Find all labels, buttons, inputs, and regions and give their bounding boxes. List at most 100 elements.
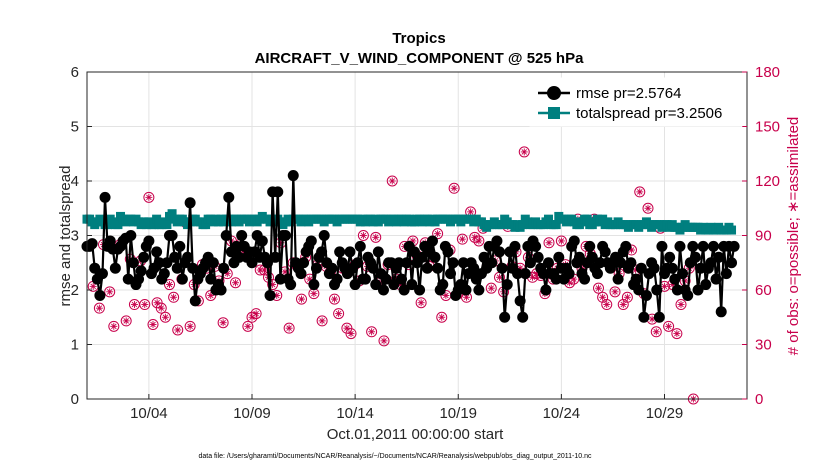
obs-possible-marker bbox=[147, 319, 159, 331]
rmse-point bbox=[274, 273, 286, 285]
totalspread-point bbox=[497, 220, 507, 230]
rmse-point bbox=[310, 262, 322, 274]
totalspread-point bbox=[598, 214, 608, 224]
obs-assimilated-marker bbox=[166, 281, 173, 288]
rmse-point bbox=[94, 289, 106, 301]
obs-possible-marker bbox=[172, 324, 184, 336]
rmse-point bbox=[236, 230, 248, 241]
rmse-point bbox=[151, 246, 163, 258]
obs-count-point bbox=[329, 293, 340, 305]
rmse-point bbox=[246, 257, 258, 269]
rmse-point bbox=[166, 230, 178, 241]
rmse-point bbox=[125, 230, 137, 241]
obs-count-point bbox=[139, 299, 151, 311]
rmse-point bbox=[89, 262, 101, 274]
totalspread-point bbox=[727, 225, 737, 235]
obs-possible-marker bbox=[485, 282, 497, 294]
rmse-point bbox=[171, 262, 183, 274]
rmse-point bbox=[445, 268, 457, 280]
rmse-point bbox=[269, 251, 281, 263]
rmse-point bbox=[720, 268, 732, 280]
obs-possible-marker bbox=[642, 202, 654, 214]
rmse-point bbox=[584, 240, 596, 252]
rmse-point bbox=[697, 240, 709, 252]
x-tick-label: 10/09 bbox=[233, 405, 271, 422]
obs-assimilated-marker bbox=[570, 276, 577, 282]
obs-assimilated-marker bbox=[443, 292, 449, 299]
rmse-point bbox=[272, 186, 284, 198]
totalspread-point bbox=[551, 220, 561, 230]
obs-possible-marker bbox=[341, 322, 353, 334]
chart-title: Tropics bbox=[392, 30, 445, 47]
obs-assimilated-marker bbox=[96, 305, 103, 311]
rmse-point bbox=[308, 279, 320, 291]
rmse-point bbox=[669, 273, 681, 285]
obs-assimilated-marker bbox=[224, 270, 231, 277]
obs-assimilated-marker bbox=[170, 294, 177, 301]
rmse-point bbox=[261, 257, 273, 269]
obs-assimilated-marker bbox=[335, 310, 342, 317]
obs-assimilated-marker bbox=[451, 185, 457, 192]
rmse-point bbox=[331, 273, 343, 285]
rmse-point bbox=[550, 273, 562, 285]
rmse-point bbox=[635, 262, 647, 274]
obs-possible-marker bbox=[436, 311, 448, 323]
obs-count-point bbox=[378, 335, 390, 347]
rmse-point bbox=[316, 246, 328, 258]
obs-count-point bbox=[555, 235, 567, 247]
rmse-point bbox=[416, 251, 428, 263]
rmse-point bbox=[664, 251, 676, 263]
obs-assimilated-marker bbox=[220, 319, 226, 326]
obs-assimilated-marker bbox=[131, 301, 138, 308]
rmse-point bbox=[99, 191, 111, 203]
obs-assimilated-marker bbox=[261, 267, 268, 273]
obs-assimilated-marker bbox=[603, 301, 610, 308]
obs-assimilated-marker bbox=[111, 323, 117, 330]
obs-assimilated-marker bbox=[674, 330, 680, 337]
obs-count-point bbox=[663, 320, 675, 332]
obs-possible-marker bbox=[168, 291, 180, 303]
rmse-point bbox=[256, 235, 268, 247]
rmse-point bbox=[122, 273, 134, 285]
obs-possible-marker bbox=[104, 286, 116, 298]
rmse-point bbox=[509, 240, 521, 252]
rmse-point bbox=[158, 268, 170, 280]
obs-assimilated-marker bbox=[636, 189, 643, 195]
rmse-point bbox=[388, 279, 400, 291]
obs-possible-marker bbox=[139, 299, 151, 311]
obs-assimilated-marker bbox=[360, 232, 367, 239]
obs-count-point bbox=[650, 326, 662, 338]
x-tick-label: 10/24 bbox=[543, 405, 581, 422]
rmse-point bbox=[372, 246, 384, 258]
rmse-point bbox=[540, 284, 552, 296]
rmse-point bbox=[579, 273, 591, 285]
obs-possible-marker bbox=[345, 328, 357, 340]
rmse-point bbox=[537, 268, 549, 280]
obs-count-point bbox=[308, 288, 320, 300]
rmse-point bbox=[517, 311, 529, 323]
obs-count-point bbox=[456, 233, 468, 245]
obs-possible-marker bbox=[267, 279, 279, 291]
y-right-tick-label: 180 bbox=[755, 64, 780, 81]
obs-count-point bbox=[147, 319, 159, 331]
rmse-point bbox=[169, 251, 181, 263]
y-right-tick-label: 150 bbox=[755, 119, 780, 136]
obs-count-point bbox=[473, 235, 485, 247]
totalspread-point bbox=[149, 220, 159, 230]
rmse-point bbox=[586, 251, 598, 263]
obs-possible-marker bbox=[120, 315, 132, 327]
rmse-point bbox=[713, 251, 725, 263]
obs-count-point bbox=[593, 282, 604, 294]
rmse-point bbox=[615, 257, 627, 269]
y-left-tick-label: 6 bbox=[71, 64, 79, 81]
rmse-point bbox=[491, 235, 503, 247]
obs-assimilated-marker bbox=[595, 285, 602, 291]
obs-possible-marker bbox=[378, 335, 390, 347]
y-left-tick-label: 2 bbox=[71, 282, 79, 299]
obs-possible-marker bbox=[250, 308, 262, 320]
obs-assimilated-marker bbox=[232, 279, 239, 286]
rmse-point bbox=[182, 251, 194, 263]
rmse-point bbox=[692, 284, 704, 296]
x-tick-label: 10/29 bbox=[646, 405, 684, 422]
rmse-point bbox=[542, 257, 554, 269]
